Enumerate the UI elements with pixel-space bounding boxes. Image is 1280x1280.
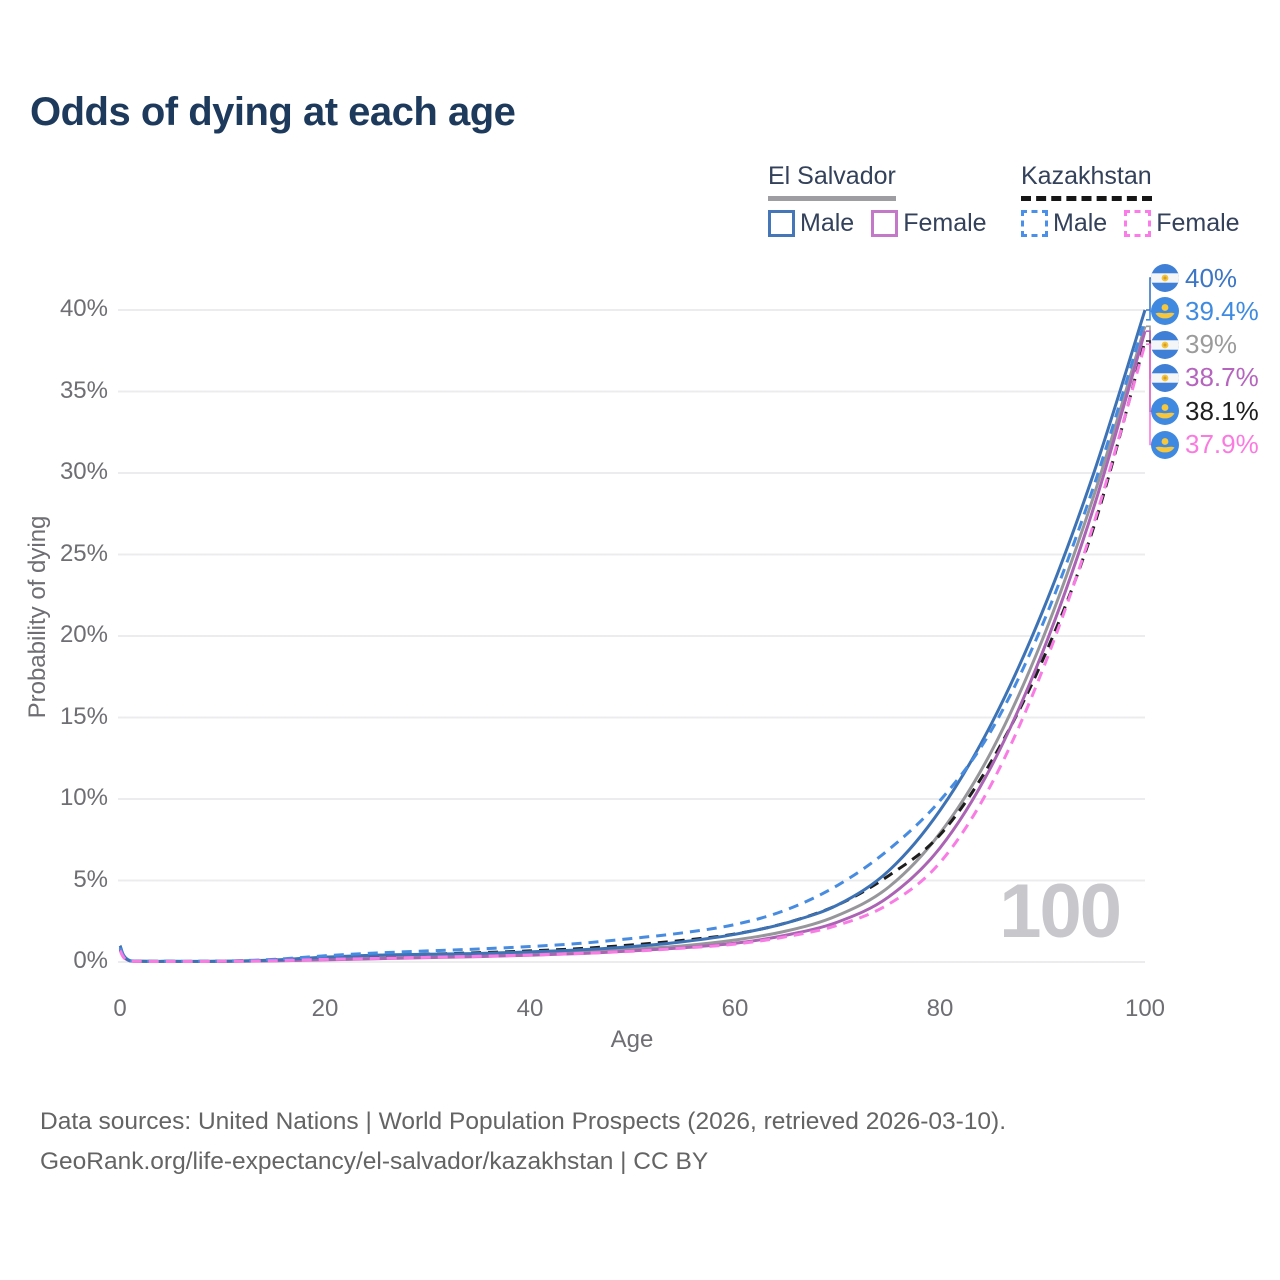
legend-item-kz-male[interactable]: Male xyxy=(1021,209,1107,238)
el-salvador-flag-icon xyxy=(1151,330,1179,359)
el-salvador-flag-icon xyxy=(1151,264,1179,292)
series-line-kazakhstan-all[interactable] xyxy=(118,340,1147,963)
y-axis-tick: 20% xyxy=(59,621,108,648)
end-value-label: 39% xyxy=(1185,329,1238,360)
end-value-label: 39.4% xyxy=(1185,295,1259,326)
es-male-swatch-icon xyxy=(768,210,795,237)
legend-country-el-salvador[interactable]: El Salvador xyxy=(768,162,896,201)
legend-label: Female xyxy=(1156,209,1240,237)
series-line-kazakhstan-male[interactable] xyxy=(118,319,1147,963)
end-label-kazakhstan-all: 38.1% xyxy=(1151,394,1259,428)
x-axis-tick: 20 xyxy=(311,995,339,1022)
x-axis-tick: 100 xyxy=(1124,995,1166,1022)
y-axis-tick: 30% xyxy=(59,458,108,485)
x-axis-title: Age xyxy=(610,1026,654,1053)
end-label-el-salvador-all: 39% xyxy=(1151,328,1237,362)
series-line-el-salvador-female[interactable] xyxy=(118,330,1147,964)
kazakhstan-flag-icon xyxy=(1151,397,1179,426)
age-watermark: 100 xyxy=(999,869,1122,954)
data-sources-text: Data sources: United Nations | World Pop… xyxy=(40,1108,1007,1135)
y-axis-tick: 35% xyxy=(59,376,108,404)
attribution-link-text[interactable]: GeoRank.org/life-expectancy/el-salvador/… xyxy=(40,1148,709,1175)
y-axis-tick: 10% xyxy=(59,784,108,811)
end-value-label: 40% xyxy=(1185,262,1238,293)
series-line-el-salvador-all[interactable] xyxy=(118,325,1147,964)
x-axis-tick: 40 xyxy=(516,995,544,1022)
y-axis-tick: 25% xyxy=(59,539,108,567)
y-axis-tick: 0% xyxy=(73,947,108,974)
y-axis-tick: 5% xyxy=(73,865,108,893)
page-title: Odds of dying at each age xyxy=(30,90,516,134)
end-value-label: 38.7% xyxy=(1185,362,1259,393)
x-axis-tick: 60 xyxy=(721,995,749,1022)
legend-country-kazakhstan[interactable]: Kazakhstan xyxy=(1021,162,1152,201)
end-label-el-salvador-female: 38.7% xyxy=(1151,361,1259,395)
end-label-kazakhstan-female: 37.9% xyxy=(1151,428,1259,462)
x-axis-tick: 0 xyxy=(113,995,127,1022)
kazakhstan-flag-icon xyxy=(1151,430,1179,459)
kz-female-swatch-icon xyxy=(1124,210,1152,237)
el-salvador-flag-icon xyxy=(1151,363,1179,392)
x-axis-tick: 80 xyxy=(926,995,954,1022)
kazakhstan-flag-icon xyxy=(1151,297,1179,326)
legend-label: Male xyxy=(1053,209,1108,237)
legend-group-kazakhstan: Kazakhstan Male Female xyxy=(1021,162,1240,238)
series-line-kazakhstan-female[interactable] xyxy=(118,343,1147,963)
end-value-label: 38.1% xyxy=(1185,395,1259,426)
legend-item-es-female[interactable]: Female xyxy=(871,209,987,238)
end-value-label: 37.9% xyxy=(1185,429,1259,459)
legend-label: Female xyxy=(903,209,987,237)
y-axis-tick: 40% xyxy=(59,295,108,322)
legend-label: Male xyxy=(800,209,855,237)
legend-item-es-male[interactable]: Male xyxy=(768,209,854,238)
es-female-swatch-icon xyxy=(871,210,899,237)
kz-male-swatch-icon xyxy=(1021,210,1048,237)
legend-item-kz-female[interactable]: Female xyxy=(1124,209,1240,238)
end-label-kazakhstan-male: 39.4% xyxy=(1151,294,1259,328)
y-axis-tick: 15% xyxy=(59,702,108,730)
legend-group-el-salvador: El Salvador Male Female xyxy=(768,162,987,238)
end-label-el-salvador-male: 40% xyxy=(1151,261,1237,295)
line-chart xyxy=(118,277,1155,964)
